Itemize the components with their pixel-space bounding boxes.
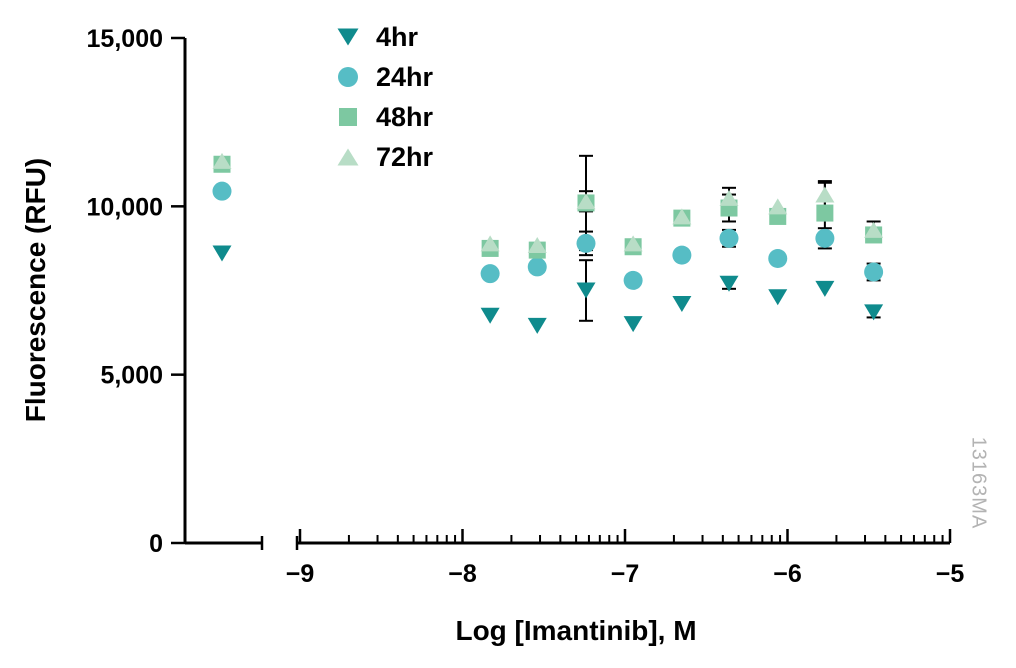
marker-4hr: [719, 275, 739, 292]
marker-4hr: [672, 295, 692, 312]
x-tick-label: −7: [611, 560, 640, 588]
square-glyph: [339, 108, 357, 126]
marker-4hr: [576, 282, 596, 299]
marker-24hr: [480, 264, 500, 284]
x-axis-title: Log [Imantinib], M: [455, 615, 697, 646]
marker-72hr: [815, 186, 835, 203]
legend-item-72hr: 72hr: [333, 142, 434, 172]
marker-72hr: [864, 221, 884, 238]
marker-72hr: [576, 193, 596, 210]
legend: 4hr 24hr 48hr 72hr: [333, 22, 434, 172]
marker-24hr: [864, 262, 884, 282]
legend-label: 24hr: [376, 62, 434, 92]
y-tick-label: 0: [149, 530, 163, 558]
x-tick-label: −5: [936, 560, 965, 588]
marker-48hr: [816, 204, 834, 222]
marker-4hr: [623, 316, 643, 333]
legend-label: 48hr: [376, 102, 434, 132]
marker-4hr: [527, 317, 547, 334]
circle-glyph: [338, 67, 358, 87]
legend-label: 4hr: [376, 22, 419, 52]
y-axis-title: Fluorescence (RFU): [20, 157, 51, 423]
square-icon: [339, 108, 357, 126]
y-tick-label: 5,000: [100, 362, 163, 390]
circle-icon: [338, 67, 358, 87]
y-tick-label: 15,000: [87, 25, 163, 53]
triangle-up-glyph: [337, 148, 359, 166]
marker-72hr: [672, 208, 692, 225]
x-tick-label: −8: [448, 560, 477, 588]
marker-72hr: [719, 189, 739, 206]
marker-24hr: [527, 257, 547, 277]
marker-24hr: [623, 270, 643, 290]
marker-24hr: [672, 245, 692, 265]
marker-72hr-control: [212, 152, 232, 169]
marker-72hr: [527, 237, 547, 254]
marker-72hr: [768, 198, 788, 215]
marker-24hr: [719, 228, 739, 248]
marker-72hr: [480, 235, 500, 252]
triangle-up-icon: [337, 148, 359, 166]
marker-4hr: [480, 307, 500, 324]
legend-item-4hr: 4hr: [333, 22, 433, 52]
marker-24hr: [768, 249, 788, 269]
marker-24hr: [815, 228, 835, 248]
marker-72hr: [623, 235, 643, 252]
marker-4hr: [815, 280, 835, 297]
x-tick-label: −6: [773, 560, 802, 588]
legend-label: 72hr: [376, 142, 434, 172]
triangle-down-glyph: [337, 28, 359, 46]
marker-4hr: [864, 304, 884, 321]
y-tick-label: 10,000: [87, 193, 163, 221]
marker-4hr-control: [212, 245, 232, 262]
x-tick-label: −9: [286, 560, 315, 588]
marker-4hr: [768, 289, 788, 306]
legend-item-48hr: 48hr: [333, 102, 434, 132]
marker-24hr-control: [212, 181, 232, 201]
watermark-code: 13163MA: [967, 436, 990, 530]
triangle-down-icon: [337, 28, 359, 46]
legend-item-24hr: 24hr: [333, 62, 434, 92]
marker-24hr: [576, 233, 596, 253]
